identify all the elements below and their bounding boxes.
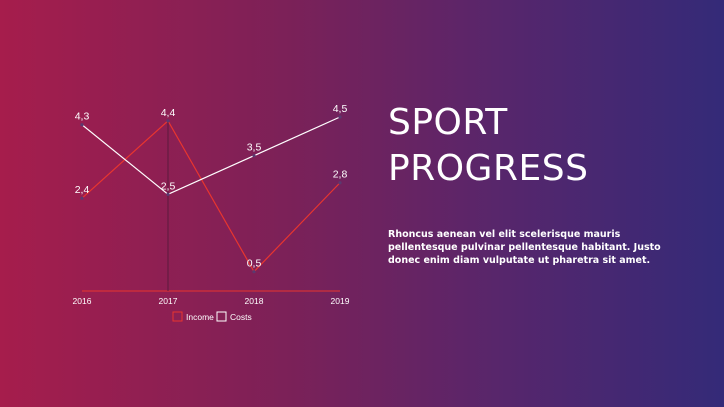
x-tick-label: 2016	[73, 296, 92, 306]
x-tick-label: 2018	[245, 296, 264, 306]
x-tick-label: 2019	[331, 296, 350, 306]
slide-title: SPORT PROGRESS	[388, 100, 588, 192]
data-label-income: 2,8	[333, 169, 348, 181]
data-point-income	[252, 270, 256, 274]
data-label-costs: 4,3	[75, 111, 90, 123]
data-label-costs: 4,5	[333, 103, 348, 115]
data-point-costs	[338, 115, 342, 119]
data-point-income	[80, 196, 84, 200]
data-label-costs: 2,5	[161, 180, 176, 192]
series-line-income	[81, 119, 341, 273]
legend-swatch-costs	[216, 311, 227, 322]
data-label-income: 4,4	[161, 107, 176, 119]
data-label-income: 0,5	[247, 258, 262, 270]
title-line-2: PROGRESS	[388, 148, 589, 189]
data-point-costs	[80, 123, 84, 127]
legend-label-costs: Costs	[230, 312, 252, 322]
data-point-income	[338, 181, 342, 185]
data-label-income: 2,4	[75, 184, 90, 196]
title-line-1: SPORT	[388, 102, 508, 143]
legend-swatch-income	[172, 311, 183, 322]
data-point-costs	[166, 192, 170, 196]
slide-description: Rhoncus aenean vel elit scelerisque maur…	[388, 229, 661, 266]
series-line-costs	[81, 116, 341, 196]
data-point-income	[166, 119, 170, 123]
x-tick-label: 2017	[159, 296, 178, 306]
legend-label-income: Income	[186, 312, 214, 322]
data-label-costs: 3,5	[247, 142, 262, 154]
line-chart: 2016 2017 2018 2019 2,4 4,4 0,5 2,8 4,3 2,5 3,5 4,5…	[73, 103, 350, 322]
data-point-costs	[252, 154, 256, 158]
